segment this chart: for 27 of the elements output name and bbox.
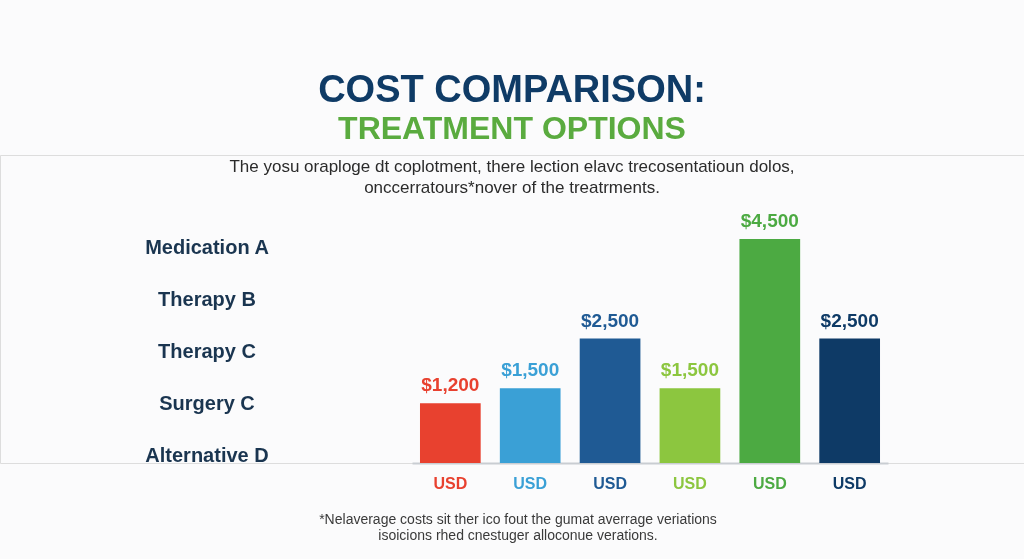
x-tick-label: USD [433,474,468,492]
data-label: $1,200 [421,374,480,396]
text: The yosu oraploge dt coplotment, there lection elavc trecosentatioun dolos, onccerratours*nover of the treatrments. [229,157,795,197]
x-tick-label: USD [513,474,548,492]
text: *Nelaverage costs sit ther ico fout the gumat averrage veriations isoicions rhed cnestuger alloconue verations. [319,511,717,543]
text: Surgery C [159,392,255,414]
data-label: $1,500 [501,359,560,381]
x-tick-label: USD [752,474,787,492]
text: Alternative D [145,444,269,466]
x-tick-label: USD [673,474,707,492]
bar [819,338,881,463]
text: Medication A [145,236,269,258]
x-tick-label: USD [593,474,627,492]
data-label: $2,500 [581,309,640,331]
bar [579,338,641,463]
chart-title: COST COMPARISON: [318,68,706,110]
x-tick-label: USD [832,474,867,492]
bar [659,388,721,463]
text: Therapy B [158,288,256,310]
bar [499,388,561,463]
data-label: $2,500 [820,309,879,331]
text: Therapy C [158,340,256,362]
bar [739,239,801,463]
chart-subtitle: TREATMENT OPTIONS [338,110,686,146]
data-label: $4,500 [740,210,799,231]
bar [419,403,481,463]
data-label: $1,500 [660,359,719,381]
